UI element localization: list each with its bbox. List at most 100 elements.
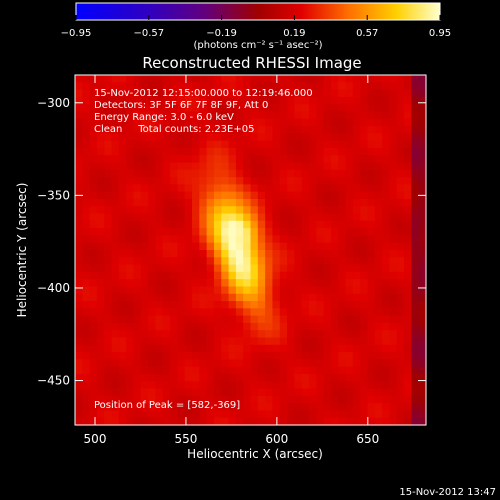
heatmap-cell bbox=[243, 410, 252, 419]
heatmap-cell bbox=[243, 395, 252, 404]
heatmap-cell bbox=[133, 279, 142, 288]
heatmap-cell bbox=[404, 322, 412, 331]
heatmap-cell bbox=[192, 206, 200, 215]
heatmap-cell bbox=[104, 381, 113, 390]
heatmap-cell bbox=[257, 286, 266, 295]
heatmap-cell bbox=[177, 198, 186, 207]
heatmap-cell bbox=[235, 228, 244, 237]
heatmap-cell bbox=[330, 388, 339, 397]
heatmap-cell bbox=[265, 257, 274, 266]
heatmap-cell bbox=[323, 373, 332, 382]
heatmap-cell bbox=[89, 322, 98, 331]
heatmap-cell bbox=[367, 264, 376, 273]
heatmap-cell bbox=[250, 271, 259, 280]
heatmap-cell bbox=[206, 82, 215, 91]
heatmap-cell bbox=[228, 75, 237, 83]
heatmap-cell bbox=[155, 417, 164, 426]
heatmap-cell bbox=[330, 147, 339, 156]
heatmap-cell bbox=[184, 126, 193, 134]
heatmap-cell bbox=[265, 169, 274, 178]
heatmap-cell bbox=[316, 133, 325, 142]
heatmap-cell bbox=[352, 155, 361, 164]
heatmap-cell bbox=[118, 242, 127, 251]
heatmap-cell bbox=[301, 75, 310, 83]
heatmap-cell bbox=[294, 118, 303, 127]
colorbar-tick-label: 0.57 bbox=[356, 28, 378, 39]
heatmap-cell bbox=[228, 279, 237, 288]
heatmap-cell bbox=[213, 286, 222, 295]
heatmap-cell bbox=[96, 250, 105, 258]
heatmap-cell bbox=[323, 177, 332, 185]
heatmap-cell bbox=[133, 242, 142, 251]
heatmap-cell bbox=[126, 352, 135, 360]
heatmap-cell bbox=[323, 395, 332, 404]
heatmap-cell bbox=[323, 198, 332, 207]
heatmap-cell bbox=[352, 133, 361, 142]
heatmap-cell bbox=[352, 308, 361, 317]
heatmap-cell bbox=[345, 293, 354, 302]
heatmap-cell bbox=[411, 220, 420, 229]
heatmap-cell bbox=[301, 264, 310, 273]
heatmap-cell bbox=[170, 359, 178, 368]
heatmap-cell bbox=[294, 403, 303, 412]
heatmap-cell bbox=[111, 198, 120, 207]
heatmap-cell bbox=[213, 133, 222, 142]
heatmap-cell bbox=[177, 410, 186, 419]
heatmap-cell bbox=[404, 220, 412, 229]
heatmap-cell bbox=[228, 184, 237, 193]
heatmap-cell bbox=[118, 388, 127, 397]
heatmap-cell bbox=[206, 75, 215, 83]
heatmap-cell bbox=[96, 352, 105, 360]
heatmap-cell bbox=[228, 352, 237, 360]
heatmap-cell bbox=[382, 417, 391, 426]
heatmap-cell bbox=[352, 162, 361, 171]
heatmap-cell bbox=[75, 366, 83, 375]
heatmap-cell bbox=[82, 147, 91, 156]
heatmap-cell bbox=[411, 410, 420, 419]
heatmap-cell bbox=[279, 198, 288, 207]
heatmap-cell bbox=[265, 315, 274, 324]
heatmap-cell bbox=[148, 213, 157, 222]
colorbar-tick-label: −0.95 bbox=[61, 28, 92, 39]
heatmap-cell bbox=[75, 279, 83, 288]
heatmap-cell bbox=[155, 206, 164, 215]
heatmap-cell bbox=[279, 111, 288, 120]
heatmap-cell bbox=[309, 301, 317, 309]
heatmap-cell bbox=[162, 140, 171, 149]
heatmap-cell bbox=[96, 111, 105, 120]
heatmap-cell bbox=[155, 366, 164, 375]
heatmap-cell bbox=[75, 213, 83, 222]
heatmap-cell bbox=[360, 89, 369, 98]
heatmap-cell bbox=[265, 403, 274, 412]
heatmap-cell bbox=[104, 89, 113, 98]
heatmap-cell bbox=[170, 250, 178, 258]
heatmap-cell bbox=[404, 96, 412, 105]
heatmap-cell bbox=[250, 96, 259, 105]
heatmap-cell bbox=[243, 133, 252, 142]
heatmap-cell bbox=[126, 250, 135, 258]
heatmap-cell bbox=[155, 322, 164, 331]
heatmap-cell bbox=[148, 169, 157, 178]
heatmap-cell bbox=[352, 82, 361, 91]
heatmap-cell bbox=[389, 220, 398, 229]
heatmap-cell bbox=[170, 308, 178, 317]
heatmap-cell bbox=[89, 381, 98, 390]
heatmap-cell bbox=[367, 373, 376, 382]
heatmap-cell bbox=[279, 140, 288, 149]
heatmap-cell bbox=[96, 293, 105, 302]
heatmap-cell bbox=[287, 140, 295, 149]
heatmap-cell bbox=[389, 198, 398, 207]
heatmap-cell bbox=[396, 213, 405, 222]
heatmap-cell bbox=[279, 286, 288, 295]
heatmap-cell bbox=[111, 162, 120, 171]
heatmap-cell bbox=[250, 169, 259, 178]
heatmap-cell bbox=[206, 104, 215, 113]
heatmap-cell bbox=[272, 133, 281, 142]
heatmap-cell bbox=[287, 264, 295, 273]
heatmap-cell bbox=[330, 191, 339, 200]
heatmap-cell bbox=[148, 388, 157, 397]
heatmap-cell bbox=[360, 271, 369, 280]
heatmap-cell bbox=[279, 82, 288, 91]
heatmap-cell bbox=[162, 206, 171, 215]
heatmap-cell bbox=[309, 126, 317, 134]
